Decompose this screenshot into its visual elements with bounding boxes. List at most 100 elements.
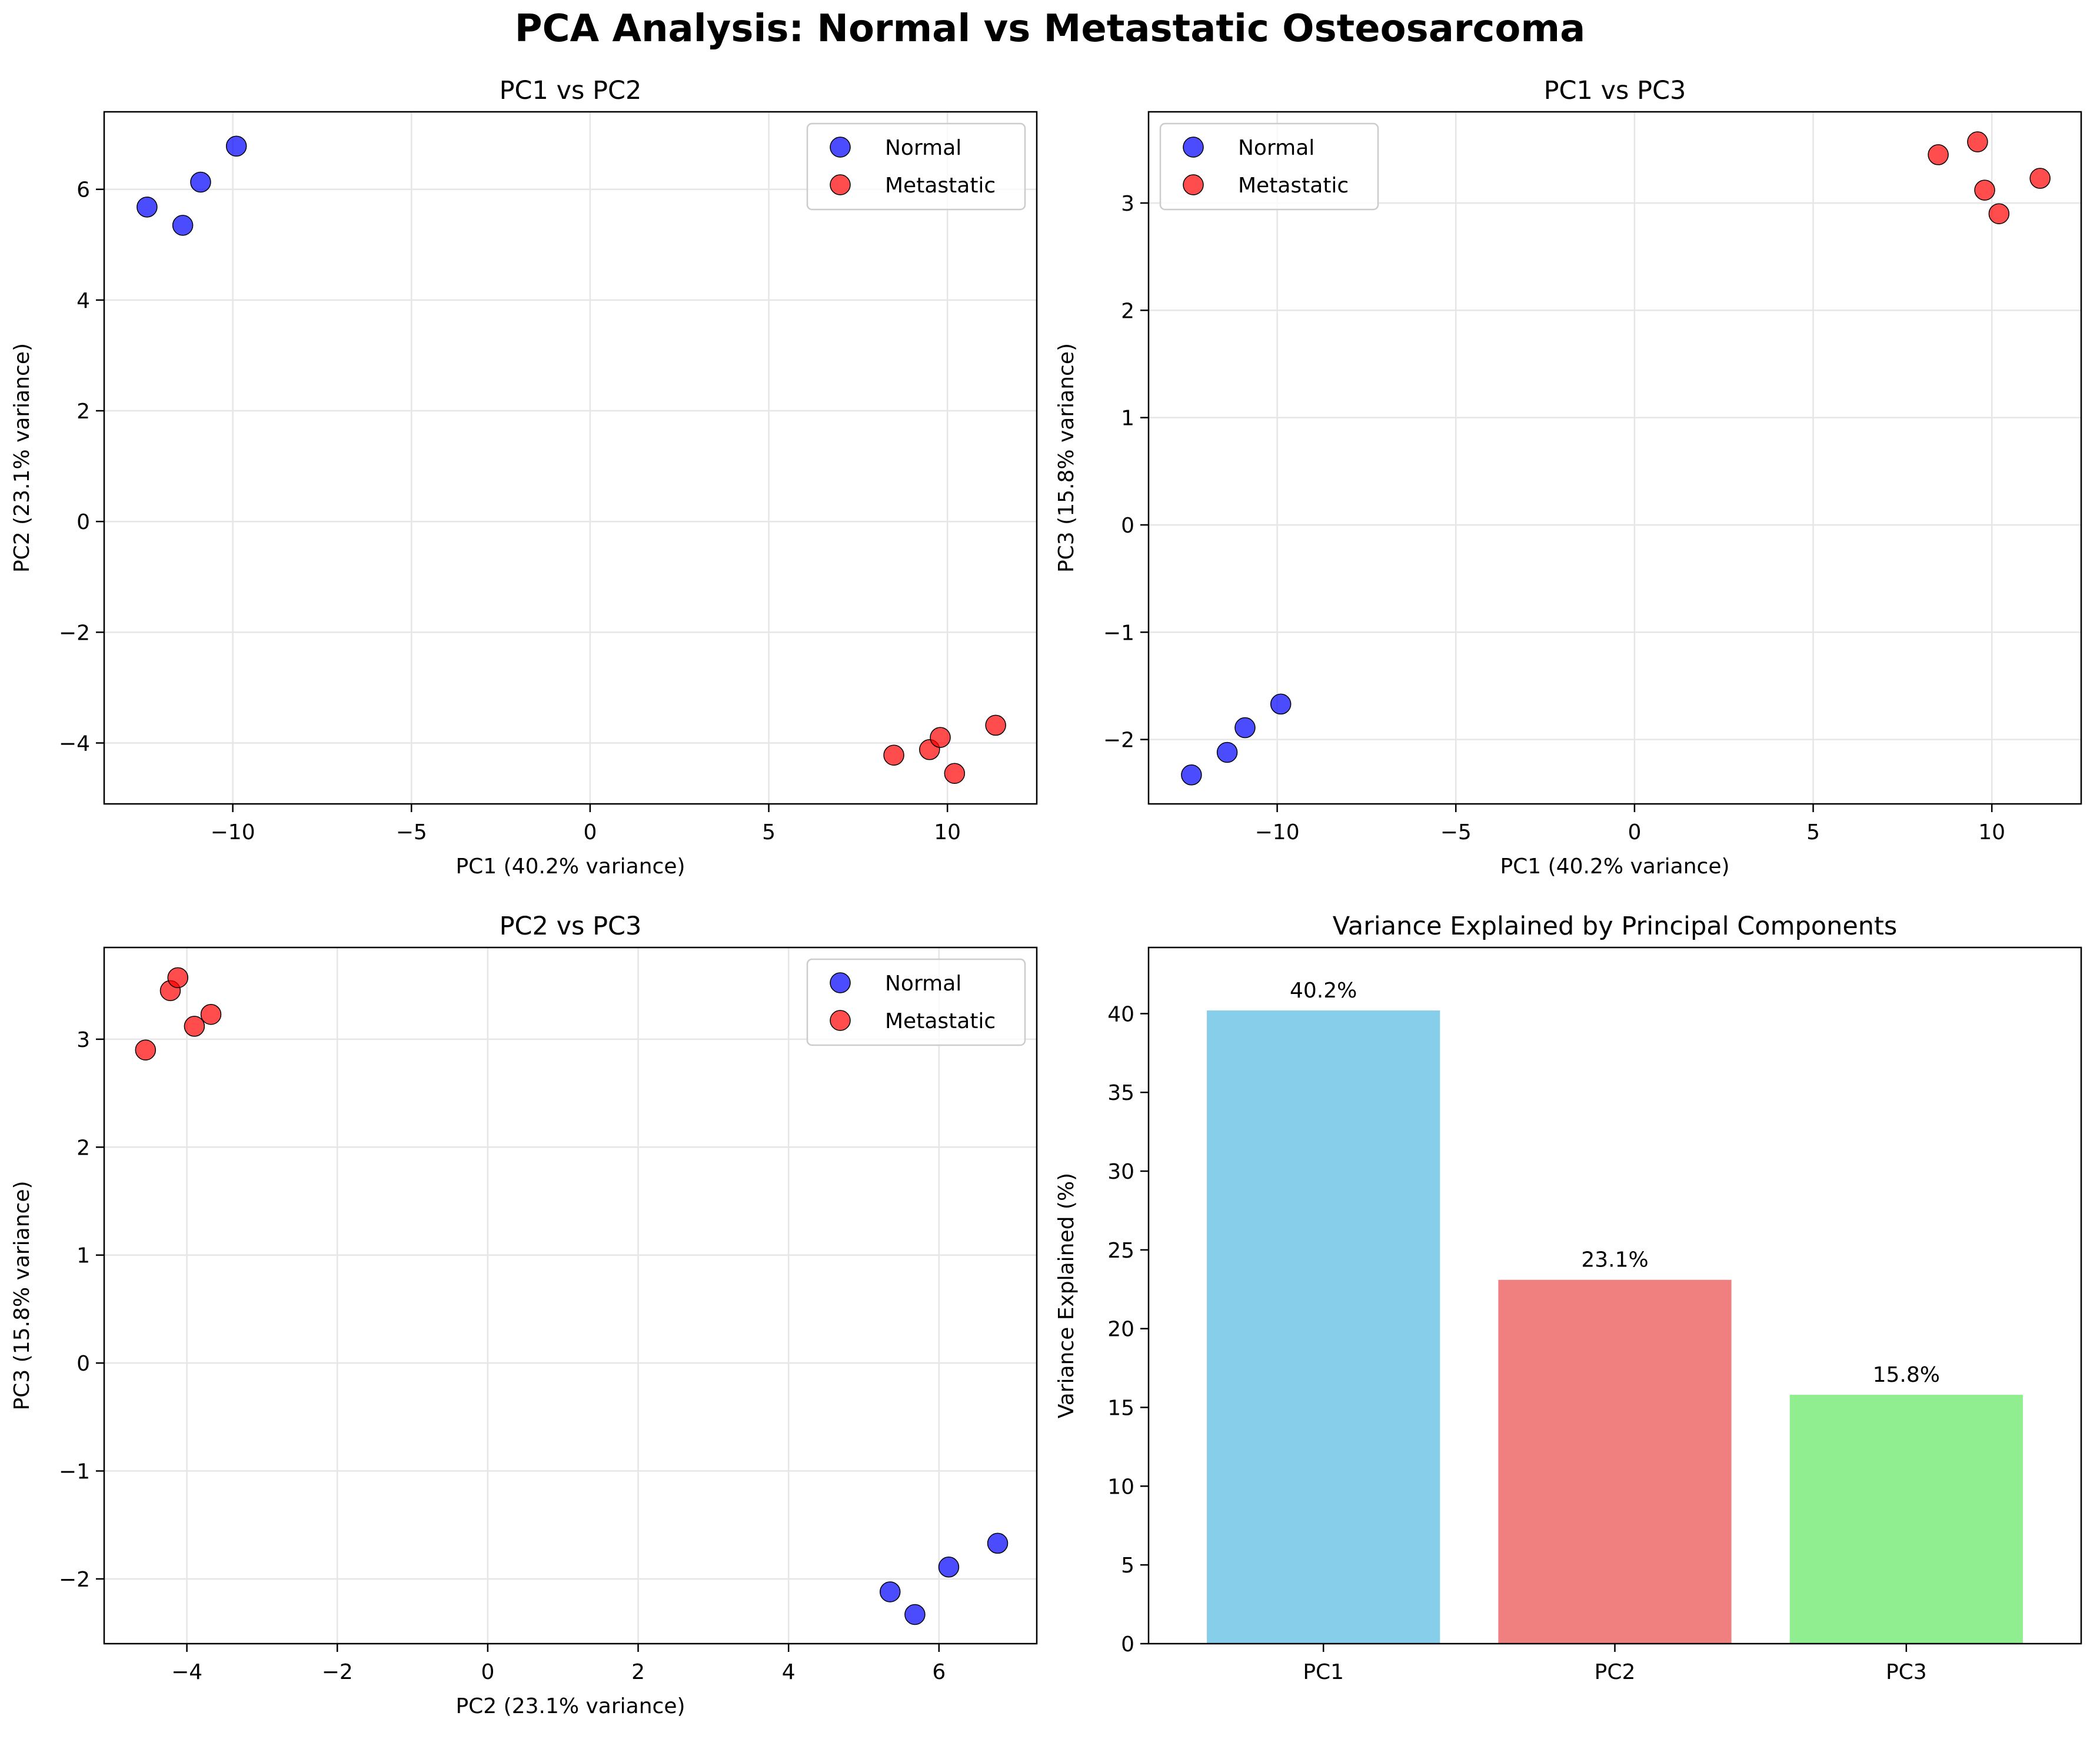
x-tick-label: 4 [782,1660,796,1684]
figure-title: PCA Analysis: Normal vs Metastatic Osteo… [514,7,1586,51]
normal-point-3 [190,171,211,193]
subplot-title: PC2 vs PC3 [500,912,642,941]
normal-point-4 [1270,693,1292,715]
metastatic-point-5 [985,714,1006,736]
y-tick-label: −2 [59,621,90,645]
x-axis-label: PC1 (40.2% variance) [455,854,685,879]
normal-point-1 [137,197,158,218]
legend-marker-normal [1183,137,1204,158]
bar-pc3 [1789,1395,2023,1644]
x-tick-label-pc2: PC2 [1595,1660,1636,1684]
axes-frame [1147,111,2082,805]
y-tick-label: 2 [76,1136,90,1160]
x-tick-label: −10 [1255,820,1300,844]
legend: Normal Metastatic [806,958,1026,1046]
y-axis-label: PC2 (23.1% variance) [10,343,34,573]
x-tick-label: 10 [934,820,961,844]
x-tick-label: 0 [1628,820,1641,844]
y-tick-label: 2 [76,400,90,424]
legend-frame [806,958,1026,1046]
metastatic-point-4 [944,763,966,784]
metastatic-point-4 [184,1016,205,1037]
normal-point-1 [1181,764,1202,786]
metastatic-point-3 [930,727,951,748]
y-tick-label: 0 [76,1352,90,1376]
legend-frame [806,122,1026,211]
metastatic-point-1 [1928,144,1949,165]
legend-marker-metastatic [830,174,851,195]
x-tick-label: 6 [932,1660,946,1684]
y-tick-label: −2 [59,1568,90,1592]
x-tick-label-pc3: PC3 [1886,1660,1927,1684]
y-tick-label: −4 [59,732,90,756]
metastatic-point-4 [1988,203,2010,224]
bar-pc2 [1498,1279,1732,1644]
legend-marker-metastatic [1183,174,1204,195]
x-tick-label: −5 [1440,820,1472,844]
metastatic-point-5 [2029,168,2051,189]
legend-label-normal: Normal [885,136,961,160]
subplot-title: PC1 vs PC3 [1544,76,1686,105]
y-axis-label: PC3 (15.8% variance) [1054,343,1079,573]
legend-marker-normal [830,137,851,158]
normal-point-2 [1216,742,1238,763]
y-tick-label: 10 [1107,1475,1134,1499]
subplot-title: PC1 vs PC2 [500,76,642,105]
legend-label-metastatic: Metastatic [885,174,996,198]
normal-point-2 [172,215,194,236]
x-axis-label: PC1 (40.2% variance) [1500,854,1729,879]
axes-frame [103,111,1038,805]
bar-pc1 [1207,1010,1440,1644]
y-tick-label: −1 [59,1460,90,1484]
subplot-3: −4 −2 0 2 4 6 −2 −1 0 1 2 3 Normal Metastatic PC2 (23.… [10,912,1038,1718]
x-tick-label: 10 [1978,820,2005,844]
x-tick-label: 0 [583,820,597,844]
x-tick-label: −10 [211,820,255,844]
y-tick-label: −2 [1103,729,1134,753]
normal-point-2 [904,1604,926,1625]
x-axis-label: PC2 (23.1% variance) [455,1694,685,1718]
y-tick-label: −1 [1103,621,1134,645]
normal-point-3 [1234,717,1256,739]
y-tick-label: 40 [1107,1002,1134,1026]
y-tick-label: 15 [1107,1396,1134,1421]
y-tick-label: 25 [1107,1239,1134,1263]
y-axis-label: PC3 (15.8% variance) [10,1181,34,1410]
y-tick-label: 20 [1107,1318,1134,1342]
legend-frame [1159,122,1379,211]
y-tick-label: 0 [1121,514,1134,538]
x-tick-label: 5 [762,820,776,844]
metastatic-point-2 [1967,131,1988,152]
legend-label-normal: Normal [1238,136,1314,160]
y-tick-label: 5 [1121,1554,1134,1578]
normal-point-4 [987,1532,1009,1554]
metastatic-point-3 [1974,179,1995,201]
legend-label-metastatic: Metastatic [1238,174,1349,198]
legend-marker-normal [830,972,851,993]
legend: Normal Metastatic [806,122,1026,211]
bar-label-pc3: 15.8% [1873,1363,1940,1387]
y-tick-label: 30 [1107,1160,1134,1184]
y-tick-label: 2 [1121,299,1134,323]
y-axis-label: Variance Explained (%) [1054,1173,1079,1418]
y-tick-label: 1 [76,1244,90,1268]
x-tick-label: 0 [481,1660,494,1684]
y-tick-label: 0 [76,510,90,534]
y-tick-label: 3 [76,1028,90,1052]
x-tick-label: 5 [1806,820,1820,844]
y-tick-label: 35 [1107,1081,1134,1105]
legend: Normal Metastatic [1159,122,1379,211]
y-tick-label: 4 [76,289,90,313]
normal-point-3 [938,1557,960,1578]
normal-point-4 [225,135,247,157]
axes-frame [103,946,1038,1645]
metastatic-point-5 [200,1003,222,1025]
x-tick-label-pc1: PC1 [1303,1660,1344,1684]
x-tick-label: −5 [396,820,427,844]
metastatic-point-1 [135,1039,157,1060]
bar-label-pc2: 23.1% [1581,1248,1648,1272]
y-tick-label: 6 [76,178,90,202]
